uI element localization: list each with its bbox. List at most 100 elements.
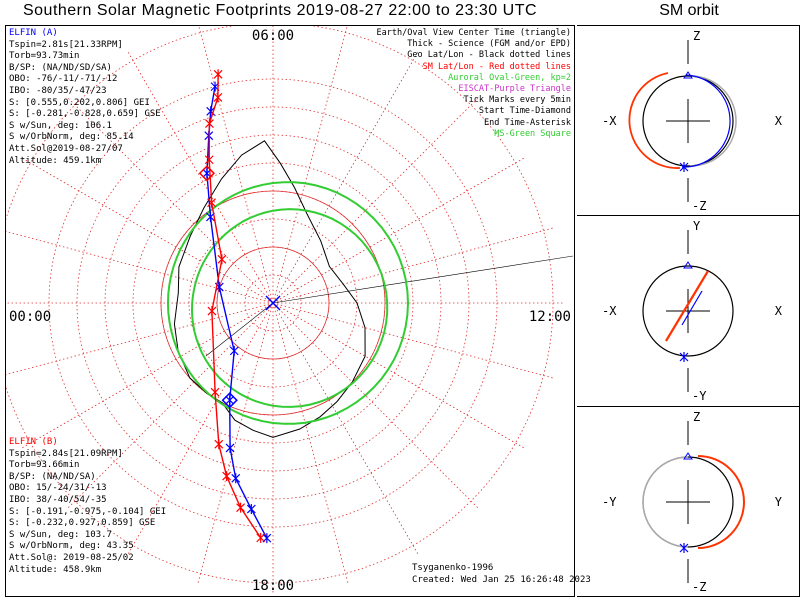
track-point — [213, 92, 223, 103]
sm-meridian — [66, 96, 274, 304]
track-point — [222, 471, 232, 482]
track-point — [256, 532, 266, 543]
orbit-axis-left: -X — [602, 304, 617, 318]
sm-meridian — [272, 26, 348, 304]
view-center-triangle — [683, 71, 693, 79]
track-point — [207, 306, 217, 317]
track-point — [236, 502, 246, 513]
orbit-axis-right: X — [775, 304, 783, 318]
polar-grid — [6, 26, 574, 595]
elfin-b-line: Altitude: 458.9km — [9, 564, 102, 575]
elfin-b-info: ELFIN (B) Tspin=2.84s[21.09RPM] Torb=93.66… — [9, 437, 166, 576]
sm-meridian — [127, 50, 274, 304]
elfin-b-line: Tspin=2.84s[21.09RPM] — [9, 448, 123, 459]
legend-entry: SM Lat/Lon - Red dotted lines — [422, 61, 571, 72]
legend-entry: Start Time-Diamond — [478, 106, 571, 117]
elfin-b-line: OBO: 15/-24/31/-13 — [9, 483, 107, 494]
mlt-label-top: 06:00 — [252, 28, 294, 44]
sm-meridian — [127, 302, 274, 556]
elfin-b-line: S: [-0.232,0.927,0.859] GSE — [9, 518, 156, 529]
elfin-b-line: ELFIN (B) — [9, 437, 58, 447]
auroral-oval-outer — [166, 181, 410, 425]
elfin-b-orbit — [628, 72, 681, 169]
elfin-a-orbit — [642, 456, 689, 548]
elfin-b-line: S w/OrbNorm, deg: 43.35 — [9, 541, 134, 552]
elfin-a-line: Torb=93.73min — [9, 51, 80, 62]
polar-footprint-chart: 06:00 18:00 00:00 12:00 — [6, 26, 574, 595]
elfin-b-start-diamond — [198, 165, 216, 182]
track-point — [217, 254, 227, 265]
sm-meridian — [272, 302, 349, 585]
elfin-a-info: ELFIN (A) Tspin=2.81s[21.33RPM] Torb=93.73… — [9, 28, 161, 167]
elfin-a-line: S w/OrbNorm, deg: 85.14 — [9, 132, 134, 143]
orbit-panels: Z -Z -X X Y -Y -X X Z -Z -Y Y — [577, 25, 800, 597]
antarctica-coastline — [173, 140, 366, 438]
sm-meridian — [6, 231, 274, 304]
orbit-title: SM orbit — [659, 2, 719, 19]
elfin-a-line: OBO: -76/-11/-71/-12 — [9, 74, 118, 85]
end-asterisk — [679, 543, 689, 553]
track-point — [207, 197, 216, 208]
earth-circle — [642, 265, 734, 357]
sm-meridian — [197, 302, 274, 585]
elfin-a-line: S: [0.555,0.202,0.806] GEI — [9, 97, 150, 108]
track-point — [210, 387, 220, 398]
orbit-axis-bottom: -Z — [692, 580, 706, 594]
elfin-a-line: ELFIN (A) — [9, 28, 58, 38]
elfin-a-line: S: [-0.281,-0.828,0.659] GSE — [9, 109, 161, 120]
mlt-label-left: 00:00 — [9, 309, 51, 325]
elfin-a-line: S w/Sun, deg: 106.1 — [9, 120, 112, 131]
orbit-axis-top: Y — [693, 219, 701, 233]
legend-entry: Earth/Oval View Center Time (triangle) — [376, 28, 571, 38]
elfin-a-orbit — [689, 75, 737, 167]
elfin-b-line: S w/Sun, deg: 103.7 — [9, 529, 112, 540]
track-point — [246, 504, 256, 515]
track-point — [231, 473, 241, 484]
elfin-a-orbit — [681, 74, 731, 168]
legend-entry: End Time-Asterisk — [484, 117, 571, 128]
track-point — [225, 395, 235, 406]
orbit-panel-xz: Z -Z -X X — [577, 25, 800, 216]
orbit-axis-right: Y — [775, 495, 783, 509]
elfin-b-track — [204, 69, 266, 543]
legend-entry: Thick - Science (FGM and/or EPD) — [407, 39, 571, 50]
sm-meridian — [272, 50, 419, 304]
elfin-b-line: B/SP: (NA/ND/SA) — [9, 471, 96, 482]
elfin-a-line: IBO: -80/35/-47/23 — [9, 85, 107, 96]
geo-meridian — [272, 255, 574, 304]
elfin-a-line: B/SP: (NA/ND/SD/SA) — [9, 62, 112, 73]
track-point — [229, 345, 239, 356]
legend-entry: MS-Green Square — [494, 128, 571, 139]
earth-circle — [642, 75, 734, 167]
sm-meridian — [272, 302, 555, 379]
sm-meridian — [272, 227, 555, 304]
elfin-a-start-diamond — [221, 392, 238, 409]
mlt-label-bottom: 18:00 — [252, 578, 294, 594]
elfin-a-orbit — [681, 290, 703, 326]
orbit-panel-xy: Y -Y -X X — [577, 215, 800, 407]
auroral-oval-inner — [190, 208, 389, 408]
elfin-b-orbit — [697, 455, 745, 549]
sm-meridian — [272, 302, 480, 510]
view-center-triangle — [683, 452, 693, 460]
elfin-a-line: Att.Sol@2019-08-27/07 — [9, 143, 123, 154]
legend-entry: EISCAT-Purple Triangle — [458, 83, 571, 94]
track-point — [225, 442, 235, 453]
track-point — [206, 106, 216, 117]
legend-entry: Tick Marks every 5min — [463, 95, 571, 106]
track-point — [214, 439, 224, 450]
sm-meridian — [272, 96, 480, 304]
elfin-a-line: Altitude: 459.1km — [9, 155, 102, 166]
orbit-axis-left: -X — [602, 114, 617, 128]
footprint-plot-frame: 06:00 18:00 00:00 12:00 ELFIN (A) Tspin=2.81… — [5, 25, 591, 597]
credit-author: Tsyganenko-1996 — [412, 563, 494, 573]
elfin-b-line: Att.Sol@: 2019-08-25/02 — [9, 552, 134, 563]
pole-marker — [265, 295, 281, 311]
sm-meridian — [66, 302, 274, 510]
orbit-axis-bottom: -Z — [692, 199, 706, 213]
geo-meridian — [205, 302, 274, 357]
legend-entry: Geo Lat/Lon - Black dotted lines — [407, 50, 571, 61]
elfin-b-orbit — [665, 270, 709, 342]
orbit-axis-top: Z — [693, 410, 700, 424]
sm-meridian — [272, 157, 526, 304]
